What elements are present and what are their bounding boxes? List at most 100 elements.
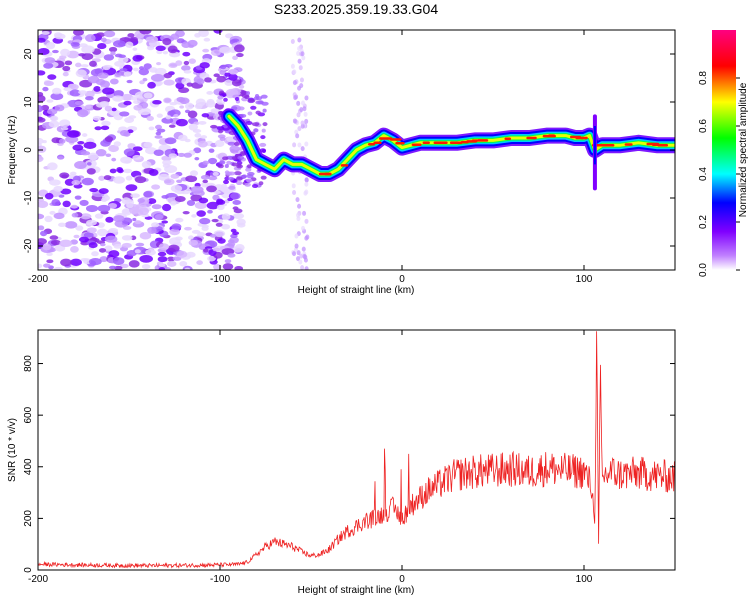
noise-blob <box>300 51 305 57</box>
noise-blob <box>38 225 45 231</box>
noise-blob <box>304 141 309 147</box>
noise-blob <box>53 185 64 192</box>
noise-blob <box>57 156 64 160</box>
noise-blob <box>184 226 192 231</box>
noise-blob <box>49 210 56 215</box>
noise-blob <box>170 173 180 179</box>
noise-blob <box>42 86 49 92</box>
noise-blob <box>48 120 60 128</box>
noise-blob <box>105 153 112 157</box>
noise-blob <box>168 124 176 128</box>
noise-blob <box>203 248 209 253</box>
noise-blob <box>198 120 207 125</box>
noise-blob <box>259 142 267 147</box>
x-tick-label: 0 <box>399 574 405 585</box>
noise-blob <box>237 106 245 111</box>
noise-blob <box>171 223 182 230</box>
noise-blob <box>185 175 198 183</box>
noise-blob <box>221 213 231 221</box>
noise-blob <box>109 78 119 85</box>
noise-blob <box>233 44 245 53</box>
noise-blob <box>262 108 267 113</box>
noise-blob <box>123 71 132 77</box>
noise-blob <box>213 190 221 194</box>
noise-blob <box>81 45 95 54</box>
noise-blob <box>151 184 161 190</box>
noise-blob <box>58 222 66 227</box>
noise-blob <box>245 91 250 96</box>
noise-blob <box>145 249 156 256</box>
noise-blob <box>304 189 309 195</box>
noise-blob <box>101 120 111 127</box>
noise-blob <box>292 118 297 124</box>
noise-blob <box>227 141 236 146</box>
noise-blob <box>247 111 253 116</box>
noise-blob <box>186 200 196 207</box>
noise-blob <box>99 100 110 107</box>
noise-blob <box>297 85 302 91</box>
noise-blob <box>232 212 245 219</box>
colorbar-tick-label: 0.6 <box>698 119 709 133</box>
noise-blob <box>211 218 219 223</box>
noise-blob <box>64 60 73 66</box>
noise-blob <box>260 135 266 140</box>
noise-blob <box>46 252 53 257</box>
noise-blob <box>86 168 96 175</box>
noise-blob <box>83 141 97 149</box>
noise-blob <box>38 200 49 209</box>
noise-blob <box>208 157 218 165</box>
noise-blob <box>47 74 57 80</box>
noise-blob <box>227 253 236 258</box>
noise-blob <box>147 198 157 205</box>
noise-blob <box>228 73 238 81</box>
noise-blob <box>246 164 252 169</box>
noise-blob <box>101 197 108 202</box>
noise-blob <box>235 176 243 181</box>
noise-blob <box>78 90 88 95</box>
noise-blob <box>113 243 123 249</box>
noise-blob <box>291 183 296 189</box>
noise-blob <box>163 178 175 186</box>
noise-blob <box>236 181 243 186</box>
noise-blob <box>231 79 242 87</box>
noise-blob <box>155 124 163 130</box>
noise-blob <box>296 256 301 262</box>
noise-blob <box>123 148 135 157</box>
y-tick-label: 800 <box>23 355 34 372</box>
noise-blob <box>121 93 134 101</box>
noise-blob <box>49 115 59 122</box>
noise-blob <box>128 260 140 268</box>
snr-line <box>38 331 675 569</box>
noise-blob <box>257 100 264 105</box>
x-tick-label: 100 <box>576 574 593 585</box>
noise-blob <box>133 67 139 72</box>
noise-blob <box>205 100 216 108</box>
noise-blob <box>202 179 209 184</box>
colorbar: 0.0 0.2 0.4 0.6 0.8 Normalized spectral ampl… <box>698 30 749 277</box>
noise-blob <box>148 126 155 131</box>
noise-blob <box>38 263 43 269</box>
noise-blob <box>215 222 223 227</box>
noise-blob <box>123 100 132 106</box>
noise-blob <box>203 37 211 42</box>
noise-blob <box>296 100 301 106</box>
noise-blob <box>93 85 101 92</box>
noise-blob <box>62 200 71 208</box>
noise-blob <box>231 162 238 167</box>
noise-blob <box>105 216 114 223</box>
noise-blob <box>59 239 73 248</box>
noise-blob <box>96 32 106 38</box>
noise-blob <box>224 64 233 68</box>
noise-blob <box>173 113 179 118</box>
y-tick-label: 20 <box>23 48 34 60</box>
y-tick-label: 600 <box>23 406 34 423</box>
noise-blob <box>233 171 242 176</box>
noise-blob <box>54 266 63 270</box>
noise-blob <box>295 133 300 139</box>
noise-blob <box>52 87 62 95</box>
noise-blob <box>176 250 188 258</box>
noise-blob <box>143 141 153 148</box>
noise-blob <box>208 148 215 153</box>
noise-blob <box>217 164 224 169</box>
noise-blob <box>241 174 248 179</box>
